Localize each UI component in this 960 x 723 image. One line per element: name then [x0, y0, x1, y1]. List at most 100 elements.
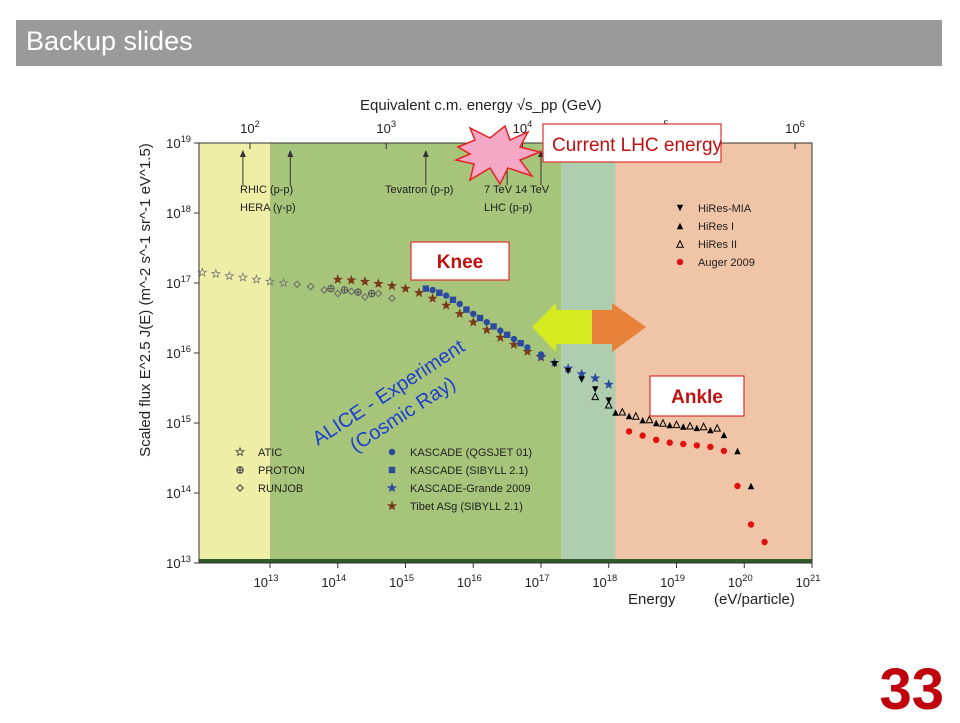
point-7-2 [578, 376, 585, 383]
y-tick-label-3: 1016 [166, 344, 191, 361]
legend-mid-marker-2 [386, 482, 398, 493]
series-6 [535, 351, 614, 389]
point-8-2 [639, 417, 646, 424]
point-8-5 [680, 423, 687, 430]
point-7-0 [551, 361, 558, 368]
point-1-0 [293, 280, 302, 289]
point-0-5 [264, 276, 276, 286]
y-axis-label: Scaled flux E^2.5 J(E) (m^-2 s^-1 sr^-1 … [137, 143, 154, 457]
top-tick-label-0: 102 [240, 119, 260, 136]
point-0-4 [251, 274, 262, 284]
point-9-0 [591, 392, 600, 401]
legend-mid-label-3: Tibet ASg (SIBYLL 2.1) [410, 501, 523, 513]
point-2-3 [367, 289, 376, 298]
chart-legends: ATIC PROTON RUNJOB KASCADE (QGSJET 01) KASCA… [234, 203, 755, 513]
energy-regions [199, 143, 812, 563]
top-tick-label-1: 103 [376, 119, 396, 136]
point-9-5 [658, 418, 667, 427]
point-3-6 [413, 287, 425, 298]
legend-right-label-3: Auger 2009 [698, 257, 755, 269]
x-tick-label-1: 1014 [321, 573, 346, 590]
point-3-5 [400, 283, 411, 293]
legend-right-marker-2 [675, 239, 685, 248]
point-5-1 [442, 292, 450, 299]
point-4-4 [476, 314, 484, 322]
current-lhc-label: Current LHC energy [552, 135, 723, 156]
legend-left-marker-2 [236, 484, 244, 492]
top-axis-label: Equivalent c.m. energy √s_pp (GeV) [360, 97, 602, 114]
point-2-2-cross [354, 288, 362, 296]
x-tick-label-3: 1016 [457, 573, 482, 590]
point-4-2 [449, 296, 457, 303]
x-axis-label-right: (eV/particle) [714, 591, 795, 608]
accelerator-markers: RHIC (p-p) HERA (γ-p) Tevatron (p-p) 7 TeV … [239, 150, 550, 214]
series-1 [293, 280, 396, 303]
point-5-4 [483, 319, 490, 326]
slide-title: Backup slides [26, 26, 193, 56]
legend-mid-marker-0 [388, 448, 396, 456]
point-9-3 [631, 411, 640, 420]
point-6-0 [535, 351, 547, 361]
point-5-3 [470, 310, 477, 317]
page-number: 33 [879, 657, 944, 722]
point-3-3 [373, 278, 384, 288]
point-8-10 [747, 482, 755, 490]
x-axis-label-left: Energy [628, 591, 676, 608]
point-6-5 [603, 379, 614, 389]
point-0-1 [210, 268, 221, 279]
point-5-7 [524, 344, 531, 351]
point-4-7 [517, 340, 524, 347]
legend-left-label-0: ATIC [258, 447, 282, 459]
point-3-13 [508, 339, 520, 349]
point-8-4 [666, 421, 673, 429]
y-tick-label-1: 1014 [166, 484, 191, 501]
region-band-3 [615, 143, 812, 563]
x-tick-label-2: 1015 [389, 573, 414, 590]
series-2 [327, 284, 376, 298]
legend-right-marker-3 [676, 258, 684, 266]
point-2-0 [327, 284, 335, 293]
point-1-4 [347, 287, 356, 296]
point-2-1 [340, 286, 349, 294]
y-tick-label-2: 1015 [166, 414, 191, 431]
legend-right-label-2: HiRes II [698, 239, 737, 251]
point-0-6 [278, 277, 289, 288]
point-1-7 [388, 294, 396, 303]
point-5-5 [497, 327, 504, 334]
point-2-2 [354, 288, 362, 296]
legend-right-label-0: HiRes-MIA [698, 203, 752, 215]
legend-right-marker-0 [676, 204, 684, 212]
point-1-5 [360, 293, 369, 301]
slide-title-bar: Backup slides [16, 20, 942, 66]
point-10-7 [720, 447, 728, 455]
point-4-3 [463, 306, 470, 313]
point-9-9 [713, 423, 722, 432]
knee-label: Knee [437, 252, 483, 273]
accelerator-label-0-1: HERA (γ-p) [240, 202, 296, 214]
point-10-9 [747, 521, 755, 528]
point-3-8 [441, 300, 452, 310]
point-10-5 [693, 442, 701, 449]
series-5 [429, 286, 545, 358]
right-arrow-icon [592, 303, 646, 352]
legend-mid-label-1: KASCADE (SIBYLL 2.1) [410, 465, 528, 477]
point-8-8 [720, 431, 728, 439]
point-1-2 [320, 286, 329, 294]
legend-left-marker-1-cross [236, 466, 244, 474]
point-10-8 [734, 482, 741, 490]
point-8-6 [693, 424, 701, 432]
x-tick-label-6: 1019 [660, 573, 685, 590]
legend-right-label-1: HiRes I [698, 221, 734, 233]
legend-mid-marker-1 [388, 466, 396, 474]
x-tick-label-7: 1020 [728, 573, 753, 590]
knee-box [410, 241, 510, 281]
point-3-11 [481, 324, 492, 335]
legend-left-label-2: RUNJOB [258, 483, 303, 495]
point-4-5 [490, 323, 497, 330]
point-2-1-cross [341, 286, 348, 294]
legend-left-marker-0 [234, 446, 246, 457]
point-1-1 [306, 282, 315, 291]
point-0-3 [237, 272, 249, 282]
ankle-label: Ankle [671, 387, 723, 408]
